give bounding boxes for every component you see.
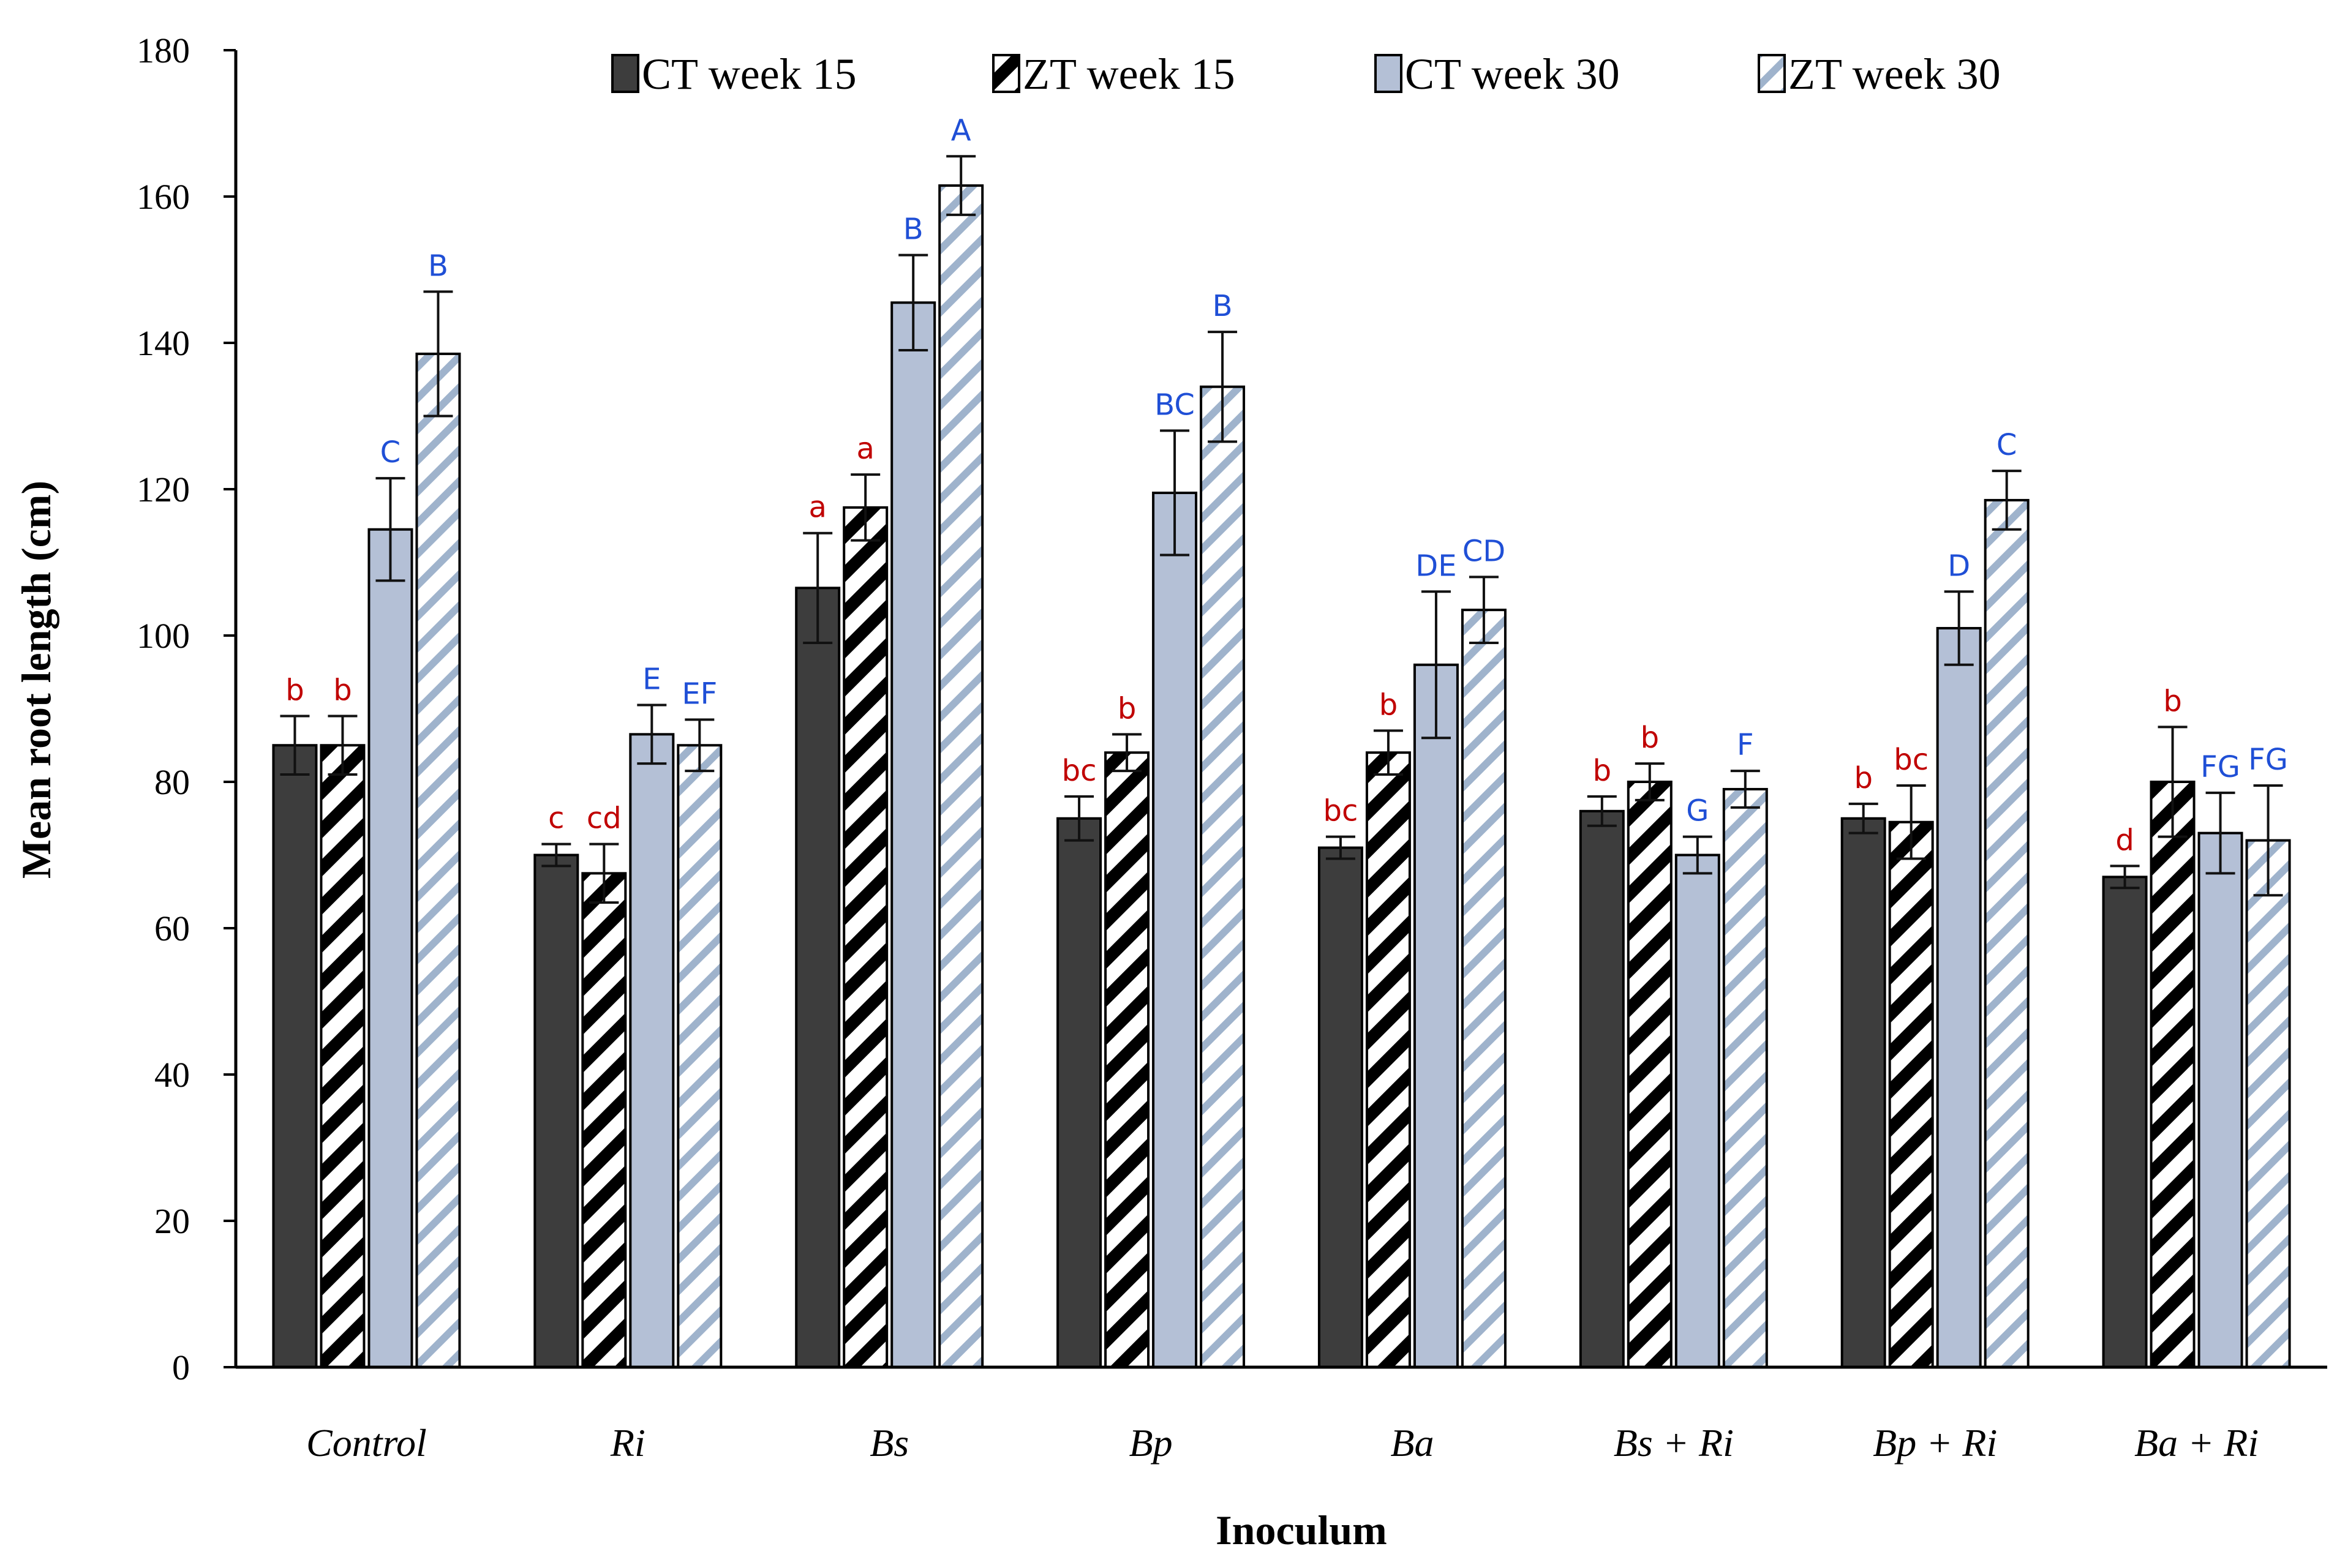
legend-label: CT week 15 <box>642 50 857 99</box>
significance-letter: b <box>1379 688 1398 722</box>
y-tick-label: 100 <box>137 616 190 656</box>
legend-swatch <box>992 54 1020 93</box>
significance-letter: b <box>333 673 352 707</box>
legend-label: ZT week 15 <box>1023 50 1235 99</box>
significance-letter: C <box>1996 428 2017 462</box>
significance-letter: B <box>428 249 448 283</box>
bar <box>890 301 936 1368</box>
bar <box>677 744 723 1368</box>
significance-letter: a <box>808 490 826 525</box>
bar <box>1627 781 1673 1368</box>
significance-letter: d <box>2115 823 2134 857</box>
significance-letter: b <box>285 673 304 707</box>
y-tick-label: 40 <box>154 1055 190 1095</box>
bar <box>367 528 413 1368</box>
y-tick-label: 80 <box>154 762 190 802</box>
y-tick-label: 20 <box>154 1201 190 1241</box>
x-tick-label: Ba <box>1390 1421 1434 1465</box>
y-tick-label: 180 <box>137 31 190 70</box>
significance-letter: EF <box>682 677 717 711</box>
significance-letter: G <box>1686 794 1709 828</box>
bar <box>2197 831 2243 1368</box>
bar <box>1888 820 1934 1368</box>
bar <box>1936 627 1982 1368</box>
bar <box>1579 809 1625 1369</box>
bar <box>1461 609 1507 1368</box>
bar <box>320 744 366 1368</box>
bar <box>1200 385 1246 1369</box>
x-tick-label: Bs + Ri <box>1614 1421 1734 1465</box>
legend-swatch <box>1758 54 1786 93</box>
bar <box>1056 817 1102 1368</box>
bar <box>629 733 675 1368</box>
significance-letter: b <box>2163 684 2181 718</box>
significance-letter: cd <box>587 801 622 836</box>
significance-letter: D <box>1948 549 1970 583</box>
x-tick-label: Ri <box>610 1421 645 1465</box>
significance-letter: bc <box>1062 754 1097 788</box>
significance-letter: B <box>1213 289 1233 323</box>
bar <box>1413 663 1459 1368</box>
x-axis-title: Inoculum <box>1216 1507 1387 1553</box>
x-tick-label: Bp + Ri <box>1873 1421 1997 1465</box>
significance-letter: CD <box>1462 534 1505 568</box>
significance-letter: b <box>1118 691 1136 726</box>
bar <box>1104 751 1150 1368</box>
x-tick-label: Ba + Ri <box>2134 1421 2259 1465</box>
significance-letter: E <box>642 662 661 697</box>
legend-label: CT week 30 <box>1405 50 1620 99</box>
bar <box>1722 787 1768 1368</box>
bar <box>2150 781 2196 1368</box>
legend-swatch <box>1374 54 1402 93</box>
y-tick-label: 0 <box>172 1348 190 1387</box>
bar <box>581 872 627 1368</box>
bar <box>843 506 889 1368</box>
bar <box>1317 846 1363 1369</box>
significance-letter: DE <box>1415 549 1456 583</box>
significance-letter: b <box>1854 761 1872 795</box>
y-axis-ticks: 0 20 40 60 80 100 120 140 160 180 <box>137 31 236 1387</box>
significance-letter: c <box>548 801 564 836</box>
legend: CT week 15 ZT week 15 CT week 30 ZT week 30 <box>611 50 2001 99</box>
bar <box>1365 751 1411 1368</box>
x-tick-label: Bs <box>870 1421 909 1465</box>
significance-letter: B <box>903 212 924 247</box>
significance-letter: b <box>1593 754 1611 788</box>
significance-letter: FG <box>2248 743 2288 777</box>
significance-letter: BC <box>1154 388 1195 422</box>
bar <box>1840 817 1886 1368</box>
bar <box>415 352 461 1368</box>
significance-letter: bc <box>1323 794 1358 828</box>
significance-letter: b <box>1641 721 1659 755</box>
bar <box>1152 491 1198 1368</box>
y-tick-label: 60 <box>154 909 190 948</box>
significance-letter: C <box>380 435 401 470</box>
y-tick-label: 140 <box>137 323 190 363</box>
bar <box>2245 839 2291 1368</box>
bar <box>272 744 318 1368</box>
legend-label: ZT week 30 <box>1788 50 2001 99</box>
bar <box>1984 498 2030 1368</box>
significance-letter: bc <box>1894 743 1929 777</box>
significance-letter: a <box>856 432 874 466</box>
bar <box>795 587 841 1369</box>
y-tick-label: 160 <box>137 177 190 217</box>
bar <box>533 853 579 1368</box>
bar <box>938 184 984 1369</box>
x-tick-label: Bp <box>1129 1421 1173 1465</box>
axes <box>234 50 2327 1369</box>
legend-swatch <box>611 54 639 93</box>
significance-letter: A <box>951 113 971 148</box>
y-axis-title: Mean root length (cm) <box>13 481 59 879</box>
x-tick-label: Control <box>306 1421 427 1465</box>
significance-letter: FG <box>2200 750 2240 784</box>
bar <box>2102 876 2148 1368</box>
x-axis-labels: Control Ri Bs Bp Ba Bs + Ri Bp + Ri Ba + Ri <box>306 1421 2259 1465</box>
y-tick-label: 120 <box>137 470 190 509</box>
significance-letter: F <box>1737 728 1754 762</box>
bar <box>1674 853 1720 1368</box>
